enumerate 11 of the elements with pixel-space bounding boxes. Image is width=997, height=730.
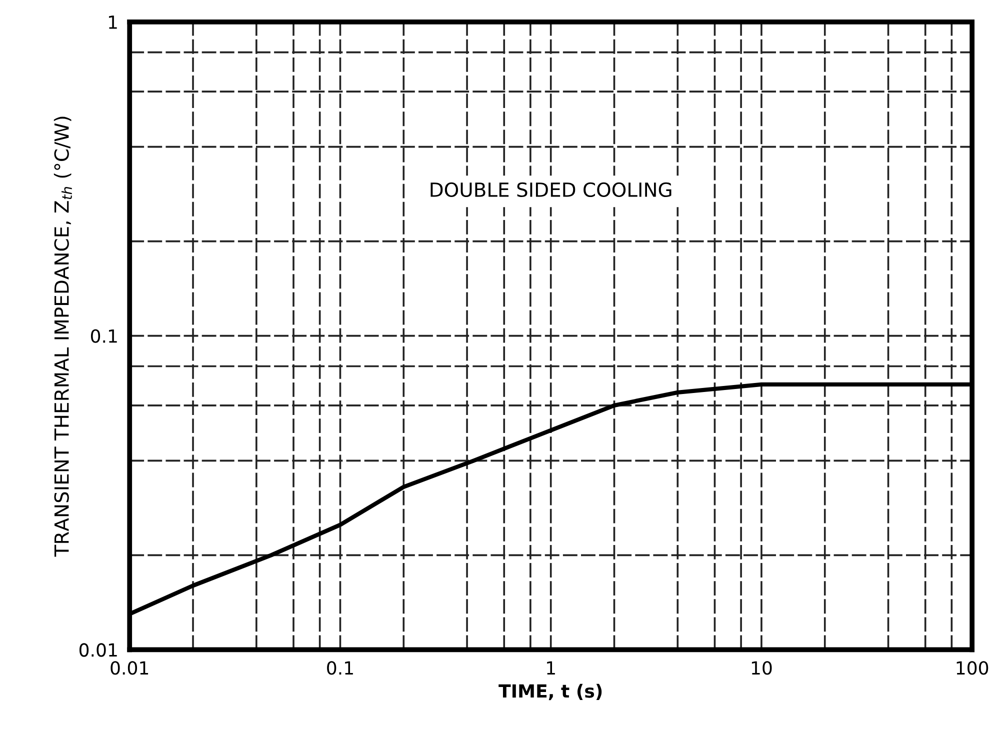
annotation: DOUBLE SIDED COOLING <box>430 182 672 198</box>
x-tick-label: 10 <box>752 661 772 675</box>
x-tick-label: 0.1 <box>327 661 353 675</box>
x-tick-label: 100 <box>956 661 988 675</box>
y-tick-label: 1 <box>108 16 117 29</box>
y-tick-label: 0.01 <box>79 643 117 657</box>
x-tick-label: 1 <box>547 661 555 675</box>
x-tick-label: 0.01 <box>110 661 148 675</box>
y-axis-title: TRANSIENT THERMAL IMPEDANCE, Z$_{th}$ (°C/W) <box>54 116 72 557</box>
y-tick-label: 0.1 <box>90 329 117 343</box>
x-axis-title: TIME, t (s) <box>498 684 602 700</box>
